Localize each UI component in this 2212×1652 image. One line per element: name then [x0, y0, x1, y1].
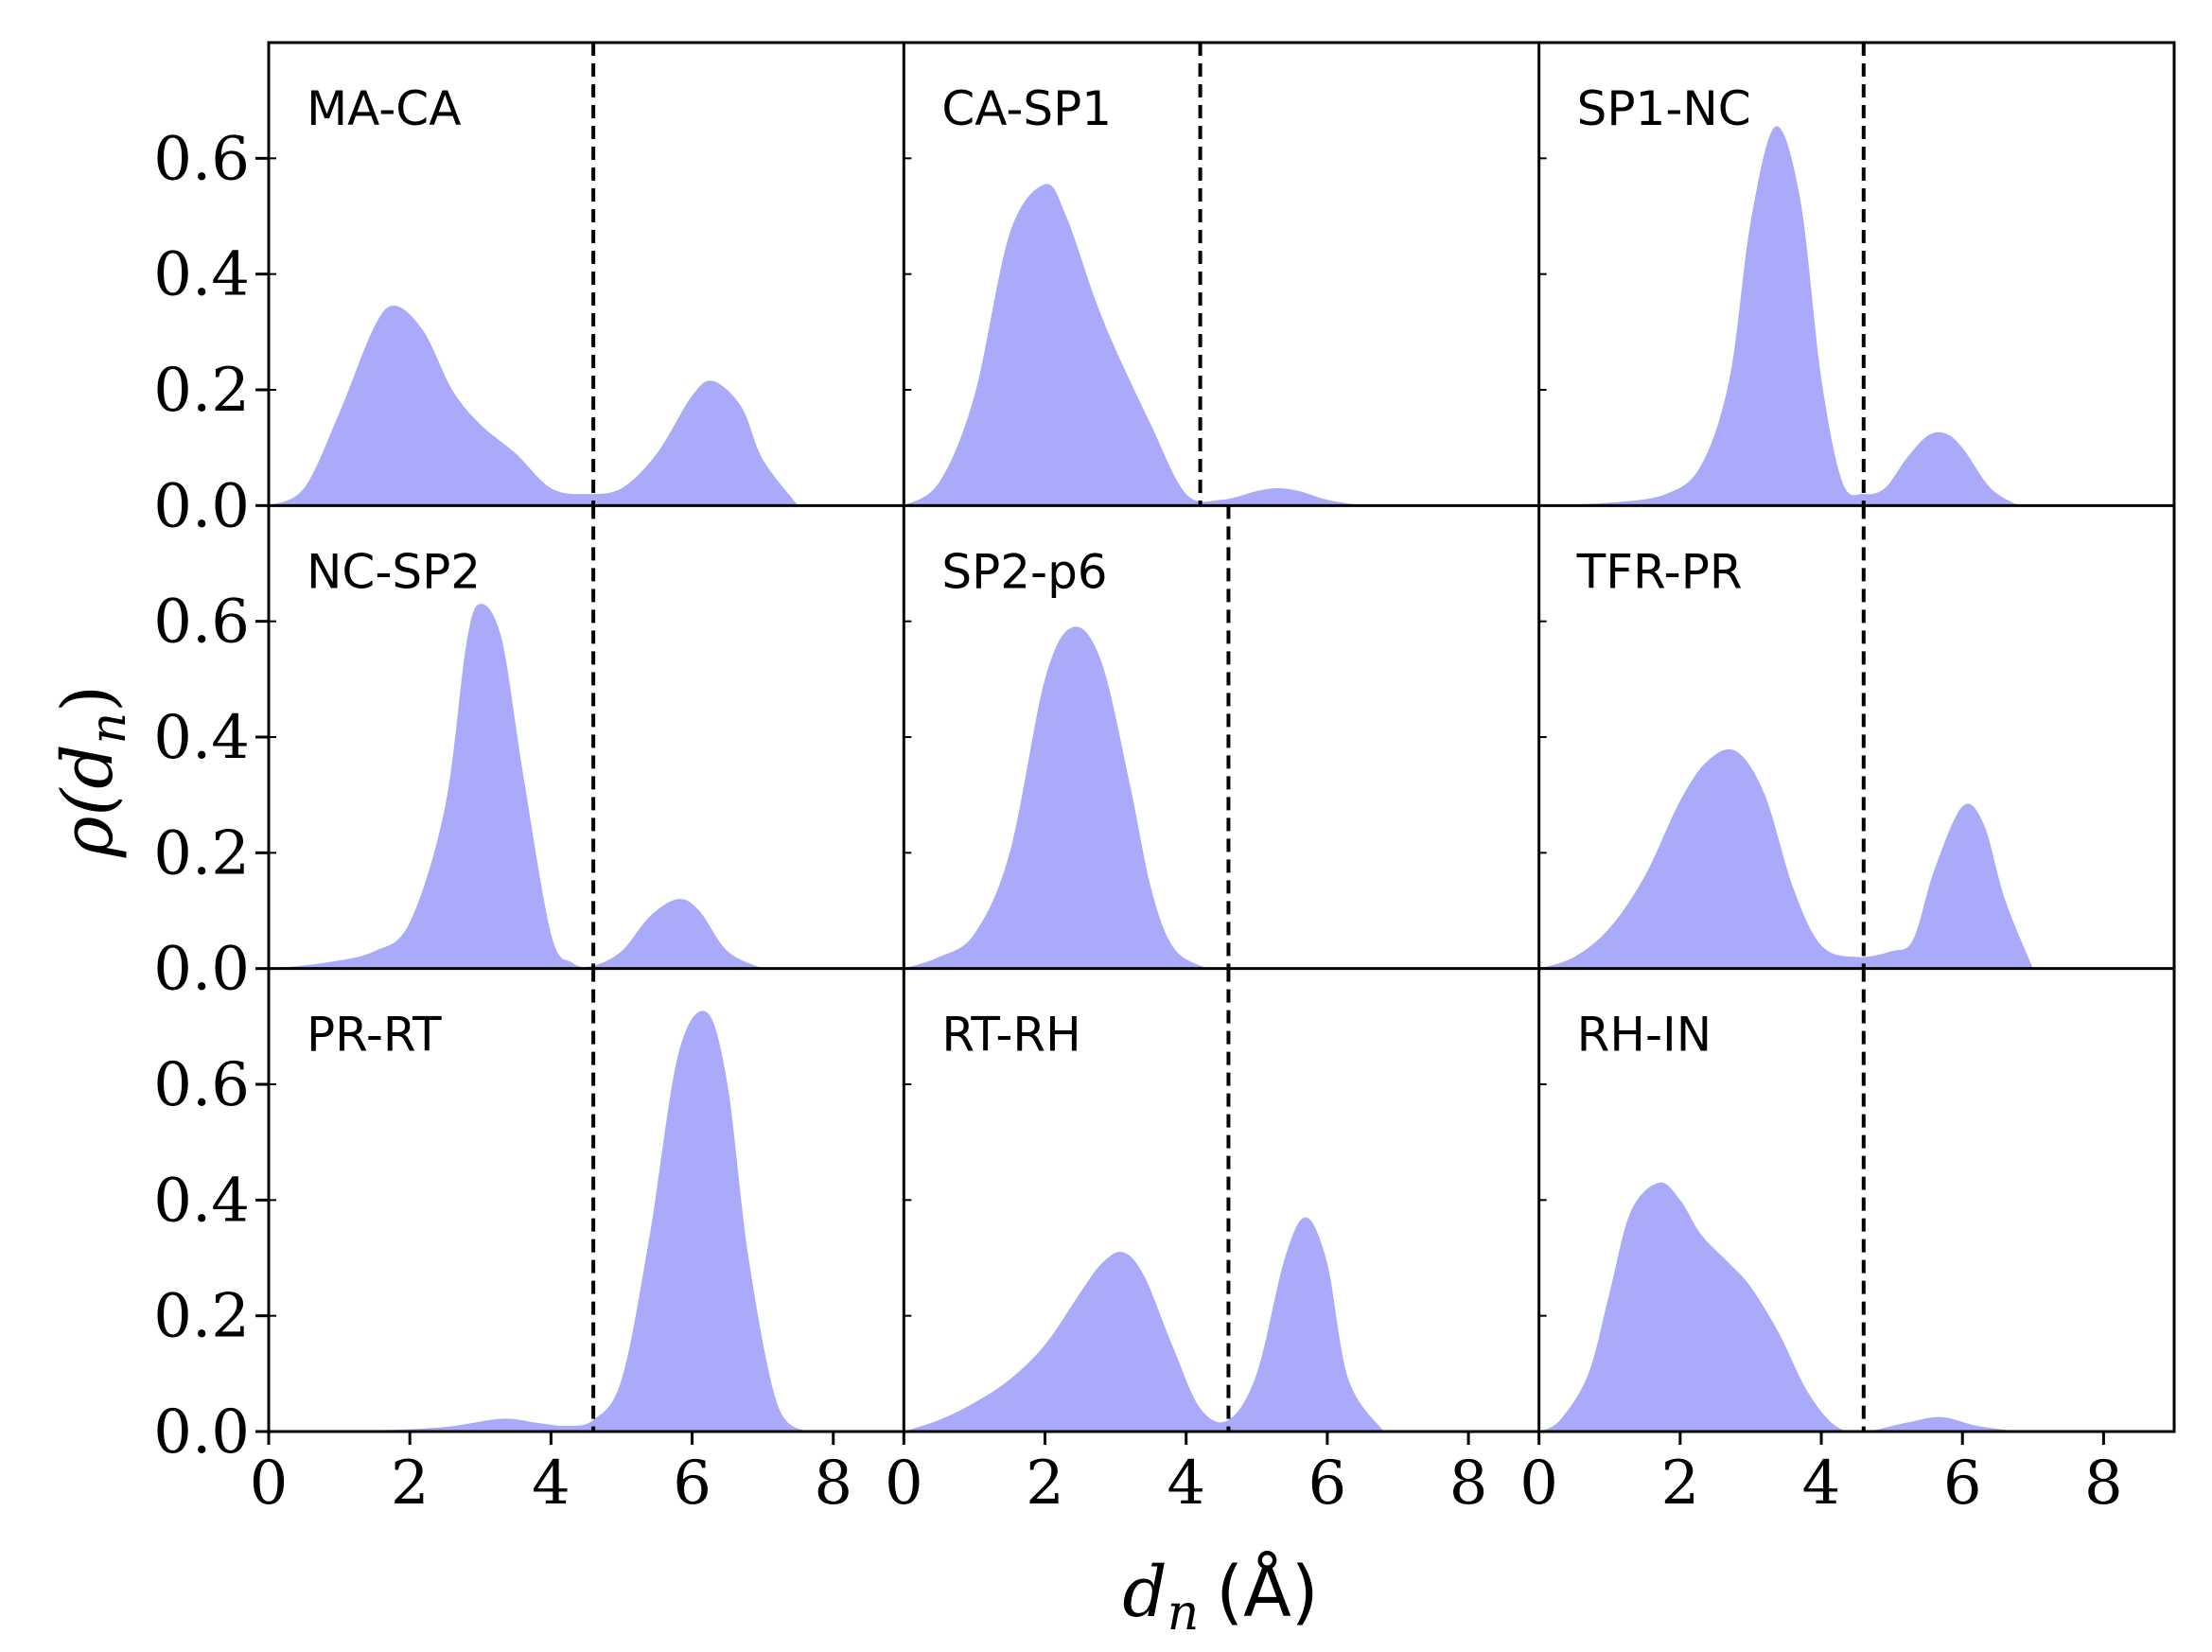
xtick-label: 4	[532, 1449, 571, 1519]
tick-layer: 0.0 0.2 0.4 0.6 0.0 0.2 0.4 0.6 0.0 0.2 0.4 0.6 0 2 4 6…	[153, 124, 2123, 1519]
ytick-label: 0.0	[153, 471, 250, 541]
xtick-label: 2	[1026, 1449, 1064, 1519]
xtick-label: 8	[2084, 1449, 2123, 1519]
ytick-label: 0.4	[153, 1166, 250, 1236]
panel-title-ca-sp1: CA-SP1	[941, 81, 1112, 136]
ytick-label: 0.6	[153, 1050, 250, 1120]
xtick-label: 4	[1167, 1449, 1205, 1519]
ytick-label: 0.2	[153, 818, 250, 888]
density-area-tfr-pr	[1538, 748, 2033, 969]
ytick-label: 0.2	[153, 356, 250, 426]
xtick-label: 4	[1802, 1449, 1841, 1519]
panel-title-sp2-p6: SP2-p6	[941, 544, 1107, 599]
ytick-label: 0.2	[153, 1282, 250, 1352]
plot-layer: MA-CA CA-SP1 SP1-NC NC-SP2 SP2-p6 TFR-PR PR-RT…	[269, 43, 2033, 1432]
xtick-label: 6	[1943, 1449, 1982, 1519]
panel-title-sp1-nc: SP1-NC	[1577, 81, 1751, 136]
panel-title-pr-rt: PR-RT	[307, 1008, 442, 1063]
density-area-pr-rt	[269, 1011, 805, 1432]
panel-title-ma-ca: MA-CA	[307, 81, 461, 136]
panel-title-tfr-pr: TFR-PR	[1576, 544, 1743, 599]
xtick-label: 6	[673, 1449, 711, 1519]
xtick-label: 0	[1519, 1449, 1558, 1519]
density-area-ca-sp1	[904, 184, 1363, 506]
density-area-sp2-p6	[904, 626, 1398, 969]
x-axis-label: dn (Å)	[1122, 1550, 1318, 1642]
xtick-label: 2	[391, 1449, 430, 1519]
density-area-sp1-nc	[1538, 126, 2019, 506]
panel-title-nc-sp2: NC-SP2	[307, 544, 481, 599]
xtick-label: 8	[814, 1449, 852, 1519]
ytick-label: 0.4	[153, 703, 250, 773]
ytick-label: 0.6	[153, 124, 250, 194]
xtick-label: 2	[1660, 1449, 1699, 1519]
xtick-label: 0	[250, 1449, 289, 1519]
density-area-rt-rh	[904, 1217, 1384, 1432]
ytick-label: 0.0	[153, 1397, 250, 1467]
ytick-label: 0.4	[153, 240, 250, 310]
y-axis-label: ρ(dn)	[47, 685, 137, 858]
ytick-label: 0.0	[153, 935, 250, 1005]
density-area-nc-sp2	[269, 604, 764, 969]
density-area-rh-in	[1538, 1182, 2019, 1432]
xtick-label: 6	[1308, 1449, 1347, 1519]
xtick-label: 0	[885, 1449, 923, 1519]
xtick-label: 8	[1449, 1449, 1488, 1519]
plot-frame	[267, 41, 2176, 1433]
panel-title-rt-rh: RT-RH	[941, 1008, 1080, 1063]
frame-layer	[267, 41, 2176, 1433]
density-area-ma-ca	[269, 306, 799, 506]
ytick-label: 0.6	[153, 588, 250, 658]
panel-title-rh-in: RH-IN	[1577, 1008, 1712, 1063]
